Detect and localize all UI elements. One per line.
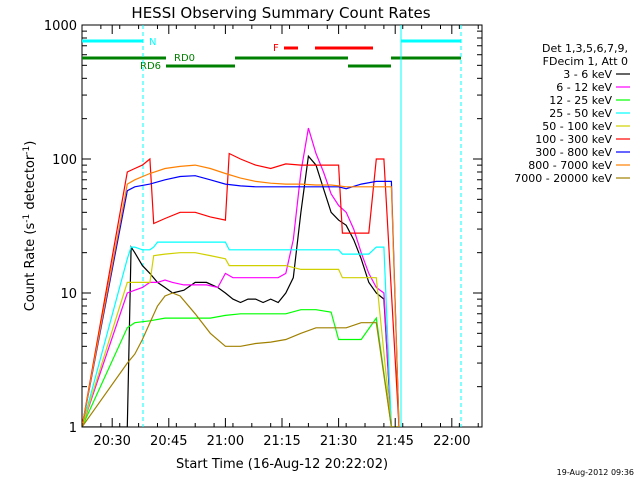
y-tick-label: 10 (60, 287, 77, 302)
flag-markers: N RD0 RD6 F (82, 25, 462, 427)
f-flag-label: F (273, 43, 279, 54)
y-tick-label: 1 (69, 421, 77, 436)
series-line (82, 309, 399, 427)
y-axis-label: Count Rate (s-1 detector-1) (22, 141, 38, 312)
legend-entry-label: 300 - 800 keV (535, 146, 612, 159)
x-tick-label: 21:30 (320, 434, 357, 449)
series-line (82, 127, 399, 427)
x-tick-label: 20:45 (150, 434, 187, 449)
y-axis-label-main: Count Rate (s (23, 223, 38, 312)
legend-entry-label: 25 - 50 keV (549, 107, 612, 120)
legend-entry-label: 7000 - 20000 keV (514, 172, 612, 185)
y-axis-label-sup: -1 (22, 214, 32, 223)
series-line (82, 292, 399, 427)
series-layer (82, 127, 400, 427)
legend-header-2: FDecim 1, Att 0 (543, 55, 628, 68)
legend-entry-label: 3 - 6 keV (563, 68, 612, 81)
legend-entry-label: 100 - 300 keV (535, 133, 612, 146)
plot-frame (81, 24, 483, 428)
x-axis: 20:30 20:45 21:00 21:15 21:30 21:45 22:00 (81, 25, 479, 449)
legend: Det 1,3,5,6,7,9, FDecim 1, Att 0 3 - 6 k… (514, 42, 630, 185)
x-tick-label: 20:30 (93, 434, 130, 449)
x-tick-label: 22:00 (433, 434, 470, 449)
y-axis: 1 10 100 1000 (44, 19, 482, 436)
x-tick-label: 21:00 (207, 434, 244, 449)
rd6-flag-label: RD6 (140, 61, 161, 72)
y-tick-label: 1000 (44, 19, 77, 34)
n-flag-label: N (149, 37, 156, 48)
series-line (82, 152, 400, 427)
series-line (82, 164, 400, 427)
series-line (82, 241, 399, 427)
y-axis-label-sup2: -1 (22, 146, 32, 155)
legend-entry-label: 12 - 25 keV (549, 94, 612, 107)
x-tick-label: 21:45 (376, 434, 413, 449)
x-tick-label: 21:15 (263, 434, 300, 449)
x-axis-label: Start Time (16-Aug-12 20:22:02) (176, 457, 388, 472)
legend-entry-label: 6 - 12 keV (556, 81, 612, 94)
y-axis-label-end: ) (23, 141, 38, 146)
legend-entry-label: 800 - 7000 keV (528, 159, 612, 172)
chart-title: HESSI Observing Summary Count Rates (131, 4, 430, 22)
footer-timestamp: 19-Aug-2012 09:36 (557, 468, 634, 477)
y-tick-label: 100 (52, 153, 77, 168)
rd0-flag-label: RD0 (174, 53, 195, 64)
legend-entry-label: 50 - 100 keV (542, 120, 612, 133)
legend-header-1: Det 1,3,5,6,7,9, (542, 42, 628, 55)
y-axis-label-mid: detector (23, 154, 38, 214)
series-line (82, 252, 399, 427)
